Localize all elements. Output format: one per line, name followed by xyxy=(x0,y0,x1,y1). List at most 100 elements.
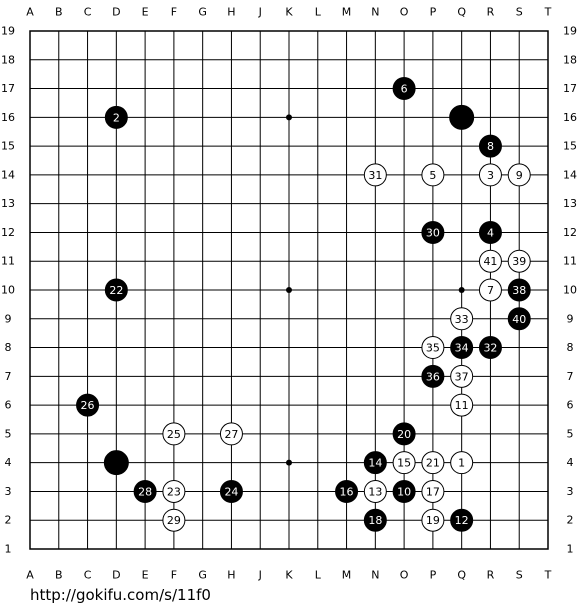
black-stone xyxy=(421,220,445,244)
star-point xyxy=(286,459,292,466)
move-number: 20 xyxy=(397,428,411,441)
row-label: 3 xyxy=(567,485,574,498)
move-number: 29 xyxy=(167,514,181,527)
column-label: R xyxy=(487,6,495,19)
row-label: 11 xyxy=(1,255,15,268)
white-stone xyxy=(421,479,445,503)
column-label: S xyxy=(516,569,523,582)
white-stone xyxy=(363,163,387,187)
move-number: 27 xyxy=(224,428,238,441)
black-stone xyxy=(450,336,474,360)
move-number: 38 xyxy=(512,284,526,297)
column-label: M xyxy=(342,569,352,582)
white-stone xyxy=(450,364,474,388)
row-label: 2 xyxy=(5,514,12,527)
move-number: 22 xyxy=(109,284,123,297)
move-number: 15 xyxy=(397,457,411,470)
column-label: R xyxy=(487,569,495,582)
white-stone xyxy=(478,278,502,302)
black-stone xyxy=(392,422,416,446)
column-label: L xyxy=(315,6,322,19)
column-label: C xyxy=(84,569,92,582)
black-stone xyxy=(421,364,445,388)
move-number: 35 xyxy=(426,342,440,355)
move-number: 17 xyxy=(426,485,440,498)
row-label: 12 xyxy=(1,226,15,239)
column-label: O xyxy=(400,6,409,19)
move-number: 7 xyxy=(487,284,494,297)
row-label: 6 xyxy=(5,399,12,412)
black-stone xyxy=(478,220,502,244)
star-point xyxy=(286,287,292,293)
black-stone xyxy=(335,479,359,503)
row-label: 16 xyxy=(563,111,577,124)
column-label: Q xyxy=(457,569,466,582)
column-label: A xyxy=(26,6,34,19)
column-label: J xyxy=(258,569,262,582)
row-label: 15 xyxy=(1,140,15,153)
white-stone xyxy=(450,393,474,417)
white-stone xyxy=(421,163,445,187)
move-number: 19 xyxy=(426,514,440,527)
column-label: O xyxy=(400,569,409,582)
row-label: 16 xyxy=(1,111,15,124)
white-stone xyxy=(450,307,474,331)
row-label: 5 xyxy=(5,427,12,440)
row-label: 18 xyxy=(563,53,577,66)
column-label: D xyxy=(112,6,120,19)
source-url: http://gokifu.com/s/11f0 xyxy=(30,586,211,604)
row-label: 10 xyxy=(563,284,577,297)
black-stone xyxy=(103,450,129,476)
column-label: B xyxy=(55,6,63,19)
column-label: H xyxy=(227,6,235,19)
column-label: G xyxy=(198,6,207,19)
column-label: P xyxy=(430,6,437,19)
move-number: 33 xyxy=(455,313,469,326)
column-label: K xyxy=(285,569,293,582)
black-stone xyxy=(104,105,128,129)
black-stone xyxy=(450,508,474,532)
column-label: L xyxy=(315,569,322,582)
black-stone xyxy=(478,336,502,360)
row-label: 17 xyxy=(1,82,15,95)
white-stone xyxy=(421,336,445,360)
column-label: B xyxy=(55,569,63,582)
white-stone xyxy=(421,508,445,532)
row-label: 13 xyxy=(1,197,15,210)
row-label: 2 xyxy=(567,514,574,527)
column-label: N xyxy=(371,569,379,582)
row-label: 7 xyxy=(567,370,574,383)
move-number: 25 xyxy=(167,428,181,441)
move-number: 9 xyxy=(516,169,523,182)
move-number: 37 xyxy=(455,370,469,383)
column-label: T xyxy=(544,6,552,19)
black-stone xyxy=(363,508,387,532)
row-label: 15 xyxy=(563,140,577,153)
white-stone xyxy=(162,422,186,446)
black-stone xyxy=(363,451,387,475)
move-number: 13 xyxy=(368,485,382,498)
row-label: 4 xyxy=(5,456,12,469)
column-label: E xyxy=(142,569,149,582)
row-label: 5 xyxy=(567,427,574,440)
move-number: 31 xyxy=(368,169,382,182)
row-label: 1 xyxy=(567,543,574,556)
column-label: D xyxy=(112,569,120,582)
move-number: 30 xyxy=(426,226,440,239)
black-stone xyxy=(104,278,128,302)
white-stone xyxy=(507,249,531,273)
row-label: 19 xyxy=(563,25,577,38)
white-stone xyxy=(162,479,186,503)
move-number: 18 xyxy=(368,514,382,527)
row-label: 14 xyxy=(563,168,577,181)
move-number: 1 xyxy=(458,457,465,470)
row-label: 9 xyxy=(5,312,12,325)
move-number: 3 xyxy=(487,169,494,182)
row-label: 12 xyxy=(563,226,577,239)
column-label: E xyxy=(142,6,149,19)
move-number: 23 xyxy=(167,485,181,498)
white-stone xyxy=(507,163,531,187)
column-label: J xyxy=(258,6,262,19)
white-stone xyxy=(392,451,416,475)
